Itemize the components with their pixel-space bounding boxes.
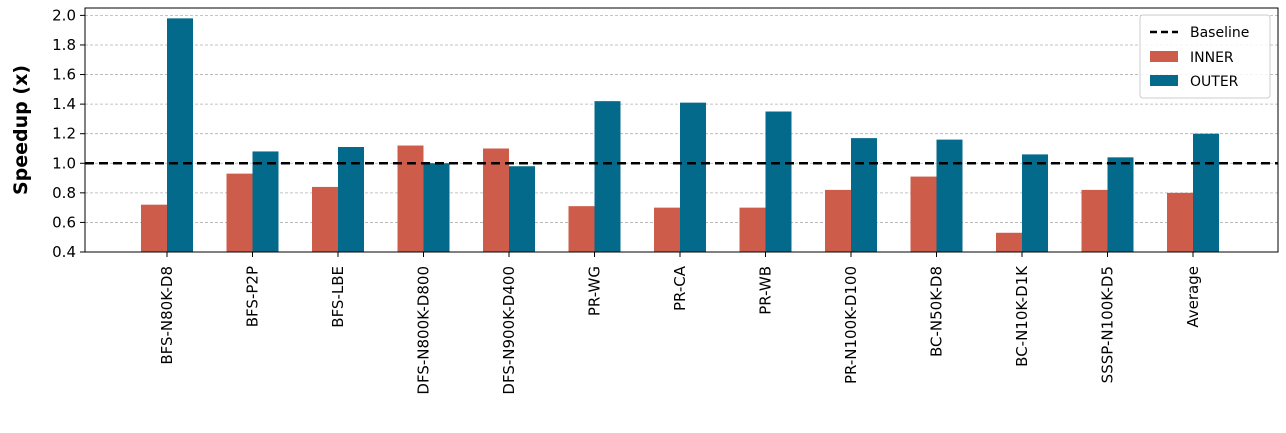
x-tick-label: PR-WB [757,266,775,315]
y-tick-label: 1.8 [52,36,76,54]
x-tick-label: BC-N10K-D1K [1013,265,1031,367]
legend-swatch-inner [1150,51,1178,62]
x-tick-label: Average [1184,266,1202,328]
bar-inner [910,176,937,252]
x-tick-label: BFS-N80K-D8 [158,266,176,365]
bar-inner [996,232,1022,252]
legend-label-outer: OUTER [1190,74,1239,90]
x-tick-label: BC-N50K-D8 [928,266,946,357]
bar-inner [568,206,595,252]
y-tick-label: 1.6 [52,66,76,84]
plot-frame [84,7,1279,253]
bar-inner [825,189,851,252]
bar-outer [1107,157,1134,252]
bar-inner [483,148,509,252]
bar-inner [141,204,167,252]
x-axis-ticks: BFS-N80K-D8 BFS-P2P BFS-LBE DFS-N800K-D800 D… [158,252,1202,395]
bar-outer [509,166,535,252]
bar-inner [1081,189,1108,252]
y-axis-label: Speedup (x) [10,65,32,195]
x-tick-label: BFS-LBE [329,266,347,328]
bar-inner [312,186,338,252]
bar-outer [1022,154,1048,252]
bars [141,18,1219,252]
y-tick-label: 2.0 [52,6,76,24]
bar-outer [423,163,450,252]
x-tick-label: PR-WG [586,266,604,316]
y-tick-label: 1.4 [52,95,76,113]
x-tick-label: DFS-N900K-D400 [500,266,518,395]
bar-outer [680,102,706,252]
x-tick-label: PR-N100K-D100 [842,266,860,384]
y-tick-label: 0.8 [52,184,76,202]
bar-outer [252,151,279,252]
bar-inner [739,207,766,252]
x-tick-label: BFS-P2P [244,266,262,327]
x-tick-label: SSSP-N100K-D5 [1099,266,1117,383]
legend-label-baseline: Baseline [1190,25,1249,41]
bar-inner [397,145,424,252]
bar-outer [765,111,792,252]
y-tick-label: 0.4 [52,243,76,261]
bar-inner [654,207,680,252]
bar-outer [936,139,963,252]
y-tick-label: 0.6 [52,213,76,231]
legend-swatch-outer [1150,75,1178,86]
y-tick-label: 1.0 [52,154,76,172]
y-tick-label: 1.2 [52,125,76,143]
bar-outer [851,138,877,252]
x-tick-label: PR-CA [671,265,689,311]
bar-outer [594,101,621,252]
x-tick-label: DFS-N800K-D800 [415,266,433,395]
legend: Baseline INNER OUTER [1139,14,1271,99]
y-axis-ticks: 0.4 0.6 0.8 1.0 1.2 1.4 1.6 1.8 2.0 [52,6,85,261]
bar-inner [1167,192,1193,252]
bar-outer [1193,133,1219,252]
bar-outer [167,18,193,252]
bar-inner [226,173,253,252]
legend-label-inner: INNER [1190,50,1234,66]
